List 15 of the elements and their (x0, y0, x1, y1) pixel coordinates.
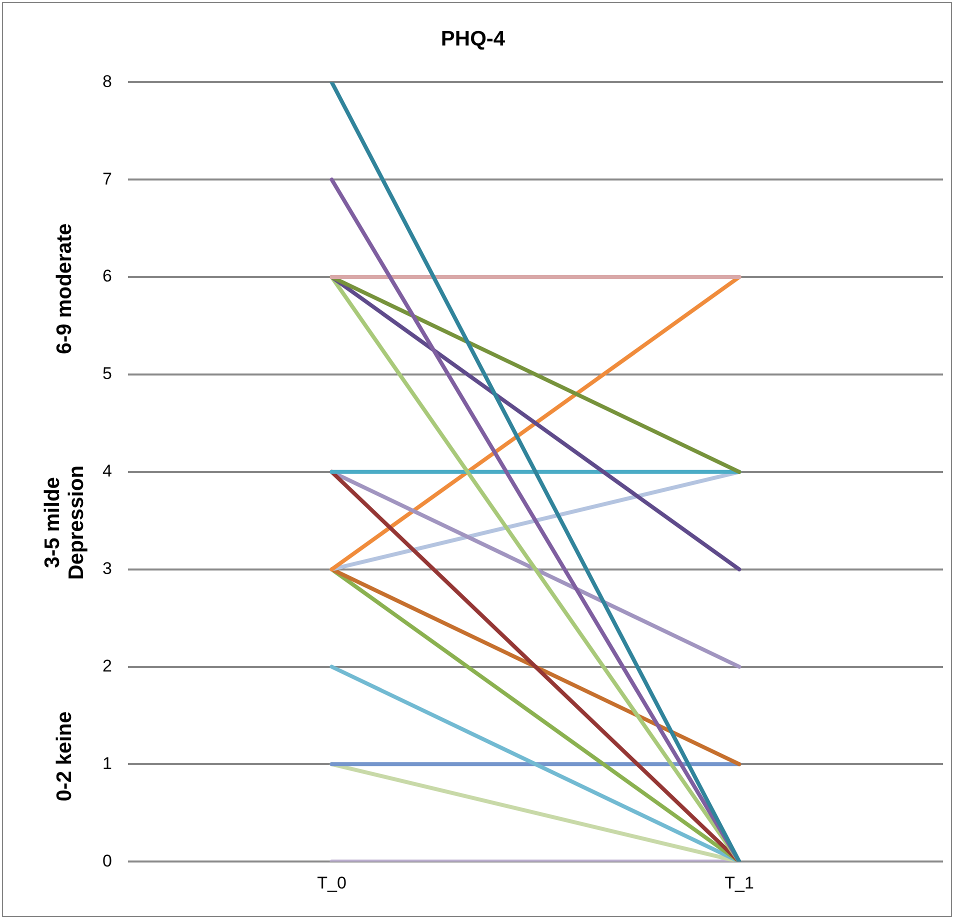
y-tick-label: 5 (102, 364, 112, 384)
y-tick-label: 0 (102, 851, 112, 870)
y-tick-label: 6 (102, 266, 112, 286)
x-tick-label: T_0 (317, 873, 346, 892)
y-tick-label: 2 (102, 656, 112, 676)
text: 0-2 keine (52, 711, 76, 802)
y-tick-label: 1 (102, 754, 112, 773)
chart-title: PHQ-4 (440, 27, 506, 50)
text: 3-5 milde Depression (40, 465, 88, 580)
y-tick-label: 8 (102, 72, 112, 91)
x-tick-label: T_1 (724, 873, 754, 892)
y-tick-label: 7 (102, 169, 112, 188)
y-tick-label: 3 (102, 559, 112, 578)
text: 6-9 moderate (52, 223, 76, 354)
y-tick-label: 4 (102, 462, 112, 481)
